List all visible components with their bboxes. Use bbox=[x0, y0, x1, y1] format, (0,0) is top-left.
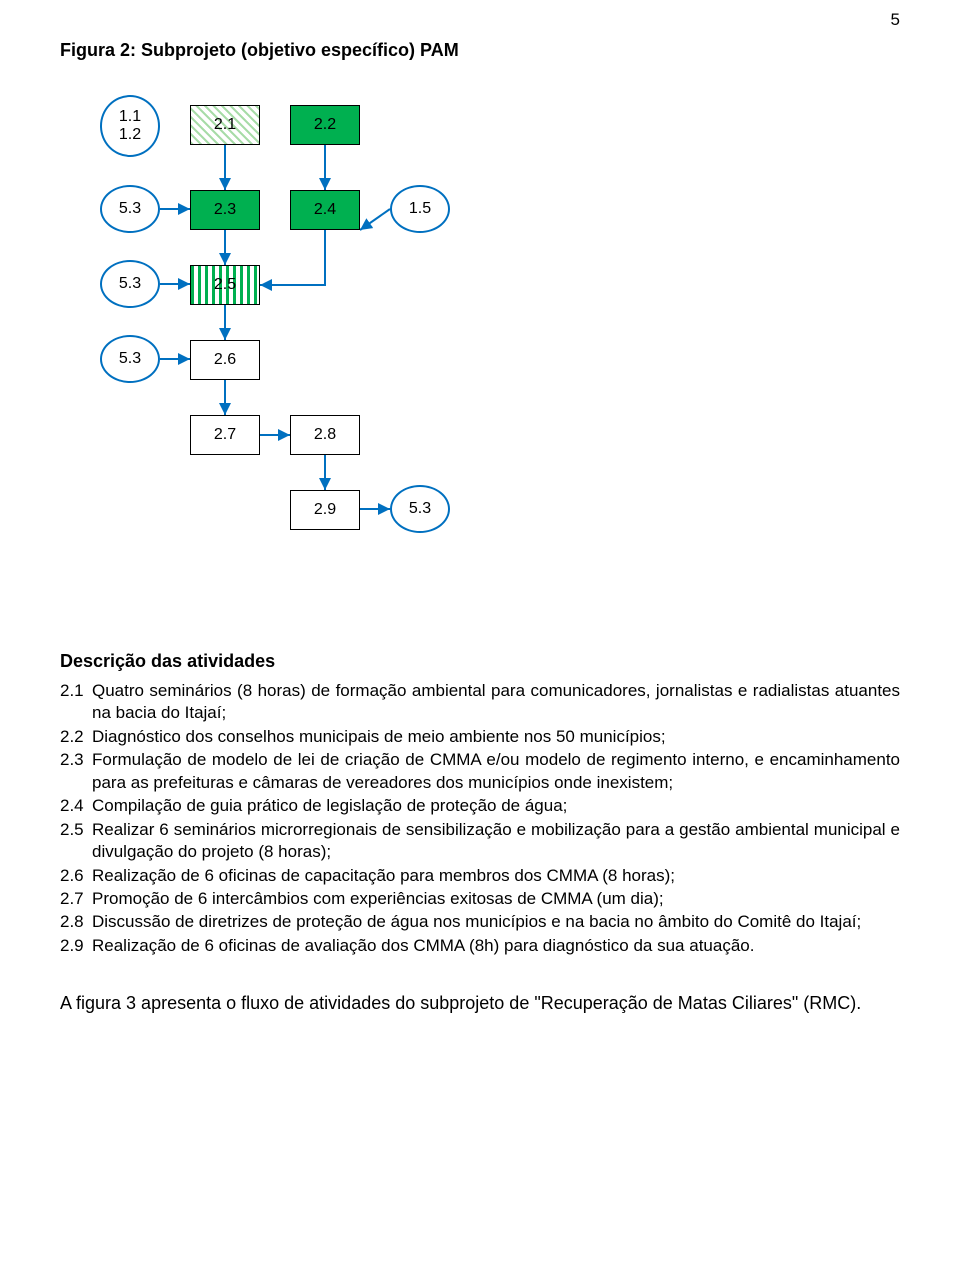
activity-number: 2.7 bbox=[60, 888, 92, 910]
activity-text: Formulação de modelo de lei de criação d… bbox=[92, 749, 900, 794]
diagram-node-53: 5.3 bbox=[100, 260, 160, 308]
diagram-node-53: 5.3 bbox=[390, 485, 450, 533]
activity-item: 2.2Diagnóstico dos conselhos municipais … bbox=[60, 726, 900, 748]
diagram-node-15: 1.5 bbox=[390, 185, 450, 233]
diagram-node-23: 2.3 bbox=[190, 190, 260, 230]
diagram-node-11-12: 1.1 1.2 bbox=[100, 95, 160, 157]
activity-text: Compilação de guia prático de legislação… bbox=[92, 795, 900, 817]
activities-list: 2.1Quatro seminários (8 horas) de formaç… bbox=[60, 680, 900, 957]
activity-text: Diagnóstico dos conselhos municipais de … bbox=[92, 726, 900, 748]
diagram-node-21: 2.1 bbox=[190, 105, 260, 145]
activity-number: 2.5 bbox=[60, 819, 92, 864]
diagram-node-29: 2.9 bbox=[290, 490, 360, 530]
activity-number: 2.3 bbox=[60, 749, 92, 794]
diagram-node-27: 2.7 bbox=[190, 415, 260, 455]
activity-item: 2.6Realização de 6 oficinas de capacitaç… bbox=[60, 865, 900, 887]
activity-item: 2.7Promoção de 6 intercâmbios com experi… bbox=[60, 888, 900, 910]
activity-text: Realização de 6 oficinas de avaliação do… bbox=[92, 935, 900, 957]
activity-number: 2.1 bbox=[60, 680, 92, 725]
activity-item: 2.4Compilação de guia prático de legisla… bbox=[60, 795, 900, 817]
activity-text: Realizar 6 seminários microrregionais de… bbox=[92, 819, 900, 864]
page-number: 5 bbox=[891, 10, 900, 30]
flowchart-diagram: 1.1 1.2 2.1 2.2 5.3 2.3 2.4 1.5 5.3 2.5 5.3 2.6 2.7… bbox=[80, 85, 900, 645]
activity-number: 2.4 bbox=[60, 795, 92, 817]
activity-number: 2.2 bbox=[60, 726, 92, 748]
activity-item: 2.1Quatro seminários (8 horas) de formaç… bbox=[60, 680, 900, 725]
activity-item: 2.5Realizar 6 seminários microrregionais… bbox=[60, 819, 900, 864]
activity-item: 2.3Formulação de modelo de lei de criaçã… bbox=[60, 749, 900, 794]
activity-text: Discussão de diretrizes de proteção de á… bbox=[92, 911, 900, 933]
diagram-node-28: 2.8 bbox=[290, 415, 360, 455]
figure-title: Figura 2: Subprojeto (objetivo específic… bbox=[60, 40, 900, 61]
diagram-node-53: 5.3 bbox=[100, 335, 160, 383]
activity-number: 2.6 bbox=[60, 865, 92, 887]
activity-item: 2.9Realização de 6 oficinas de avaliação… bbox=[60, 935, 900, 957]
activity-item: 2.8Discussão de diretrizes de proteção d… bbox=[60, 911, 900, 933]
activities-heading: Descrição das atividades bbox=[60, 651, 900, 672]
diagram-node-24: 2.4 bbox=[290, 190, 360, 230]
activity-text: Realização de 6 oficinas de capacitação … bbox=[92, 865, 900, 887]
activity-text: Promoção de 6 intercâmbios com experiênc… bbox=[92, 888, 900, 910]
diagram-edges bbox=[80, 85, 500, 555]
activity-number: 2.8 bbox=[60, 911, 92, 933]
diagram-node-53: 5.3 bbox=[100, 185, 160, 233]
closing-paragraph: A figura 3 apresenta o fluxo de atividad… bbox=[60, 991, 900, 1015]
diagram-node-25: 2.5 bbox=[190, 265, 260, 305]
activity-text: Quatro seminários (8 horas) de formação … bbox=[92, 680, 900, 725]
diagram-node-22: 2.2 bbox=[290, 105, 360, 145]
activity-number: 2.9 bbox=[60, 935, 92, 957]
diagram-node-26: 2.6 bbox=[190, 340, 260, 380]
